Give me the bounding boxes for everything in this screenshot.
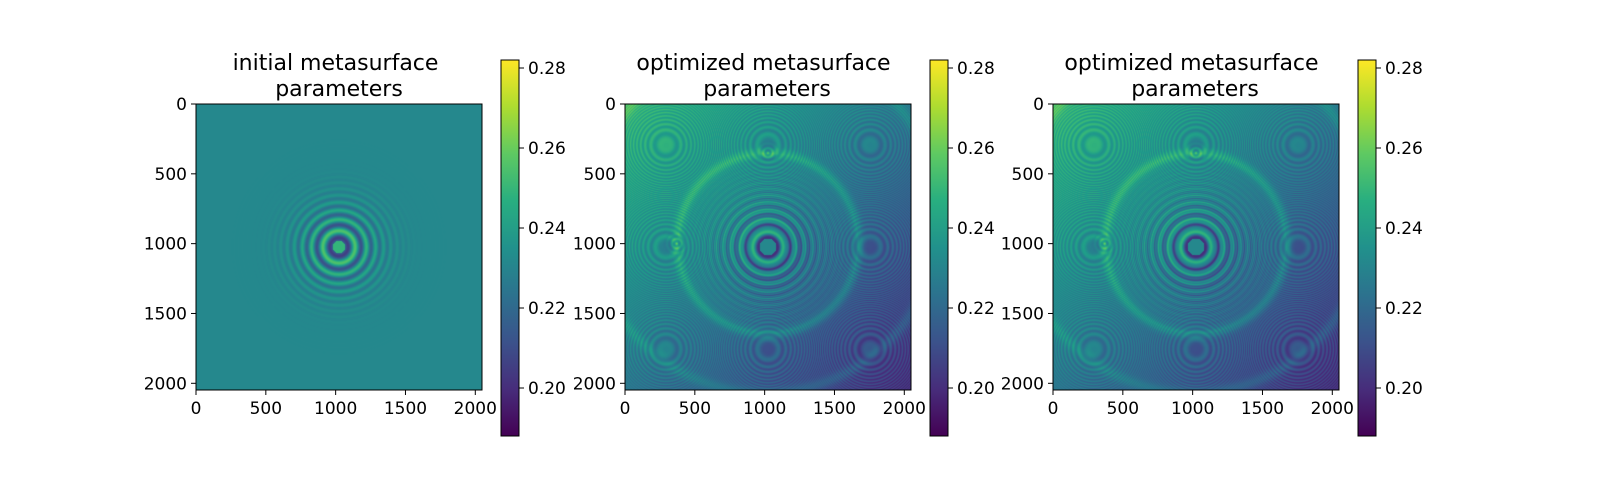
y-tick-label: 0 xyxy=(1033,95,1044,115)
colorbar-tick-label: 0.28 xyxy=(528,59,566,79)
panel-title: optimized metasurface parameters xyxy=(636,51,897,102)
heatmap-canvas xyxy=(625,104,911,390)
y-tick-label: 0 xyxy=(176,95,187,115)
panel-title: optimized metasurface parameters xyxy=(1064,51,1325,102)
colorbar-tick-label: 0.22 xyxy=(1385,299,1423,319)
x-tick-label: 0 xyxy=(620,399,631,419)
colorbar-tick-label: 0.24 xyxy=(528,219,566,239)
y-axis: 0 500 1000 1500 2000 xyxy=(573,95,625,394)
colorbar-tick-label: 0.20 xyxy=(528,379,566,399)
heatmap-area xyxy=(625,104,911,390)
y-tick-label: 1000 xyxy=(1001,235,1044,255)
x-tick-label: 0 xyxy=(1048,399,1059,419)
x-axis: 0 500 1000 1500 2000 xyxy=(620,390,926,419)
x-tick-label: 0 xyxy=(191,399,202,419)
y-tick-label: 2000 xyxy=(1001,374,1044,394)
colorbar-tick-label: 0.26 xyxy=(957,139,995,159)
y-tick-label: 1500 xyxy=(573,304,616,324)
panel-optimized-2: optimized metasurface parameters 0 500 100… xyxy=(1001,51,1423,437)
axes-frame xyxy=(624,103,912,391)
colorbar-ticks: 0.20 0.22 0.24 0.26 0.28 xyxy=(519,59,566,399)
panel-title-line1: optimized metasurface xyxy=(636,51,890,76)
axes-frame xyxy=(1052,103,1340,391)
colorbar-gradient xyxy=(500,59,520,437)
x-tick-label: 1000 xyxy=(314,399,357,419)
x-tick-label: 2000 xyxy=(1311,399,1354,419)
heatmap-area xyxy=(196,104,482,390)
x-tick-label: 2000 xyxy=(883,399,926,419)
colorbar: 0.20 0.22 0.24 0.26 0.28 xyxy=(929,59,995,437)
colorbar-tick-label: 0.24 xyxy=(1385,219,1423,239)
colorbar: 0.20 0.22 0.24 0.26 0.28 xyxy=(500,59,566,437)
y-tick-label: 500 xyxy=(155,165,187,185)
colorbar-tick-label: 0.20 xyxy=(957,379,995,399)
panel-title-line2: parameters xyxy=(275,77,403,102)
y-axis: 0 500 1000 1500 2000 xyxy=(144,95,196,394)
y-tick-label: 1500 xyxy=(1001,304,1044,324)
x-tick-label: 2000 xyxy=(454,399,497,419)
y-tick-label: 1000 xyxy=(144,235,187,255)
heatmap-canvas xyxy=(196,104,482,390)
colorbar-ticks: 0.20 0.22 0.24 0.26 0.28 xyxy=(1376,59,1423,399)
x-tick-label: 1000 xyxy=(1171,399,1214,419)
colorbar-gradient xyxy=(1357,59,1377,437)
panel-title-line2: parameters xyxy=(703,77,831,102)
x-axis: 0 500 1000 1500 2000 xyxy=(1048,390,1354,419)
colorbar-tick-label: 0.28 xyxy=(1385,59,1423,79)
y-tick-label: 1500 xyxy=(144,304,187,324)
colorbar-tick-label: 0.28 xyxy=(957,59,995,79)
colorbar-gradient xyxy=(929,59,949,437)
x-axis: 0 500 1000 1500 2000 xyxy=(191,390,497,419)
colorbar-tick-label: 0.26 xyxy=(528,139,566,159)
colorbar-tick-label: 0.20 xyxy=(1385,379,1423,399)
colorbar-tick-label: 0.22 xyxy=(957,299,995,319)
y-tick-label: 1000 xyxy=(573,235,616,255)
colorbar: 0.20 0.22 0.24 0.26 0.28 xyxy=(1357,59,1423,437)
panel-optimized-1: optimized metasurface parameters 0 500 100… xyxy=(573,51,995,437)
colorbar-ticks: 0.20 0.22 0.24 0.26 0.28 xyxy=(948,59,995,399)
y-tick-label: 2000 xyxy=(144,374,187,394)
panel-title: initial metasurface parameters xyxy=(233,51,446,102)
colorbar-tick-label: 0.26 xyxy=(1385,139,1423,159)
y-tick-label: 500 xyxy=(1012,165,1044,185)
x-tick-label: 1500 xyxy=(813,399,856,419)
x-tick-label: 1000 xyxy=(743,399,786,419)
axes-frame xyxy=(195,103,483,391)
x-tick-label: 500 xyxy=(1107,399,1139,419)
y-tick-label: 2000 xyxy=(573,374,616,394)
y-tick-label: 0 xyxy=(605,95,616,115)
heatmap-canvas xyxy=(1053,104,1339,390)
panel-initial: initial metasurface parameters 0 500 1000 1… xyxy=(144,51,566,437)
x-tick-label: 500 xyxy=(250,399,282,419)
x-tick-label: 1500 xyxy=(384,399,427,419)
x-tick-label: 500 xyxy=(679,399,711,419)
x-tick-label: 1500 xyxy=(1241,399,1284,419)
panel-title-line1: optimized metasurface xyxy=(1064,51,1318,76)
panel-title-line1: initial metasurface xyxy=(233,51,439,76)
y-axis: 0 500 1000 1500 2000 xyxy=(1001,95,1053,394)
y-tick-label: 500 xyxy=(584,165,616,185)
panel-title-line2: parameters xyxy=(1131,77,1259,102)
colorbar-tick-label: 0.24 xyxy=(957,219,995,239)
colorbar-tick-label: 0.22 xyxy=(528,299,566,319)
heatmap-area xyxy=(1053,104,1339,390)
